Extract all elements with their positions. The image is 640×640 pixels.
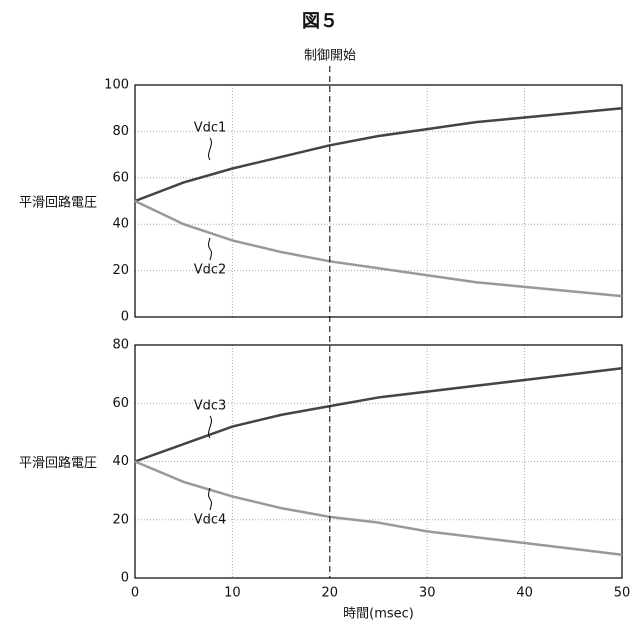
x-axis-label: 時間(msec) [343, 607, 414, 622]
series-label: Vdc2 [194, 263, 227, 278]
figure: 図５ 制御開始 020406080100平滑回路電圧Vdc1Vdc2020406… [0, 0, 640, 640]
y-tick-label: 0 [121, 571, 129, 586]
x-tick-label: 20 [322, 586, 339, 601]
leader [209, 138, 212, 160]
y-axis-label: 平滑回路電圧 [19, 195, 97, 211]
y-tick-label: 80 [112, 338, 129, 353]
x-tick-label: 40 [516, 586, 533, 601]
y-tick-label: 80 [112, 124, 129, 139]
y-axis-label: 平滑回路電圧 [19, 455, 97, 471]
series-label: Vdc1 [194, 121, 227, 136]
x-tick-label: 10 [224, 586, 241, 601]
annotation: 制御開始 [304, 49, 356, 64]
figure-title: 図５ [302, 11, 338, 32]
line [135, 462, 622, 555]
series-label: Vdc4 [194, 513, 227, 528]
y-tick-label: 20 [112, 263, 129, 278]
series-label: Vdc3 [194, 399, 227, 414]
x-tick-label: 30 [419, 586, 436, 601]
y-tick-label: 20 [112, 512, 129, 527]
y-tick-label: 60 [112, 396, 129, 411]
leader [209, 238, 212, 260]
y-tick-label: 60 [112, 170, 129, 185]
y-tick-label: 40 [112, 454, 129, 469]
line [135, 368, 622, 461]
y-tick-label: 100 [104, 78, 129, 93]
y-tick-label: 0 [121, 310, 129, 325]
y-tick-label: 40 [112, 217, 129, 232]
line [135, 201, 622, 296]
x-tick-label: 50 [614, 586, 631, 601]
x-tick-label: 0 [131, 586, 139, 601]
